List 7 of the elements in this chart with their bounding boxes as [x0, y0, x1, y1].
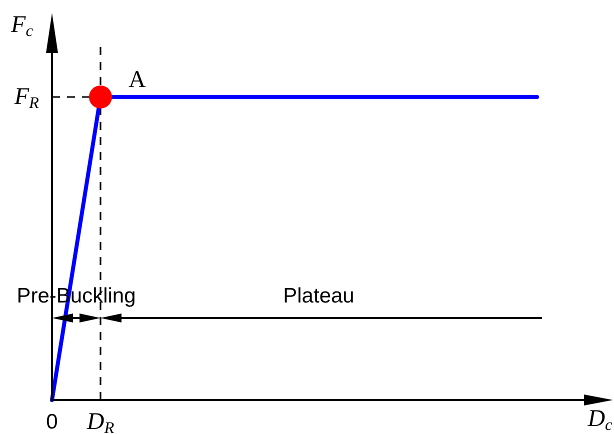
y-axis-title: F$_{c}$	[11, 12, 33, 40]
x-tick-label: D$_{R}$	[86, 408, 114, 434]
x-tick-label: 0	[46, 410, 58, 434]
annotation: A	[128, 66, 146, 94]
annotation: Plateau	[283, 284, 354, 308]
x-axis-title: D$_{c}$	[588, 406, 612, 434]
ref-line-label: F$_{R}$	[14, 84, 39, 112]
